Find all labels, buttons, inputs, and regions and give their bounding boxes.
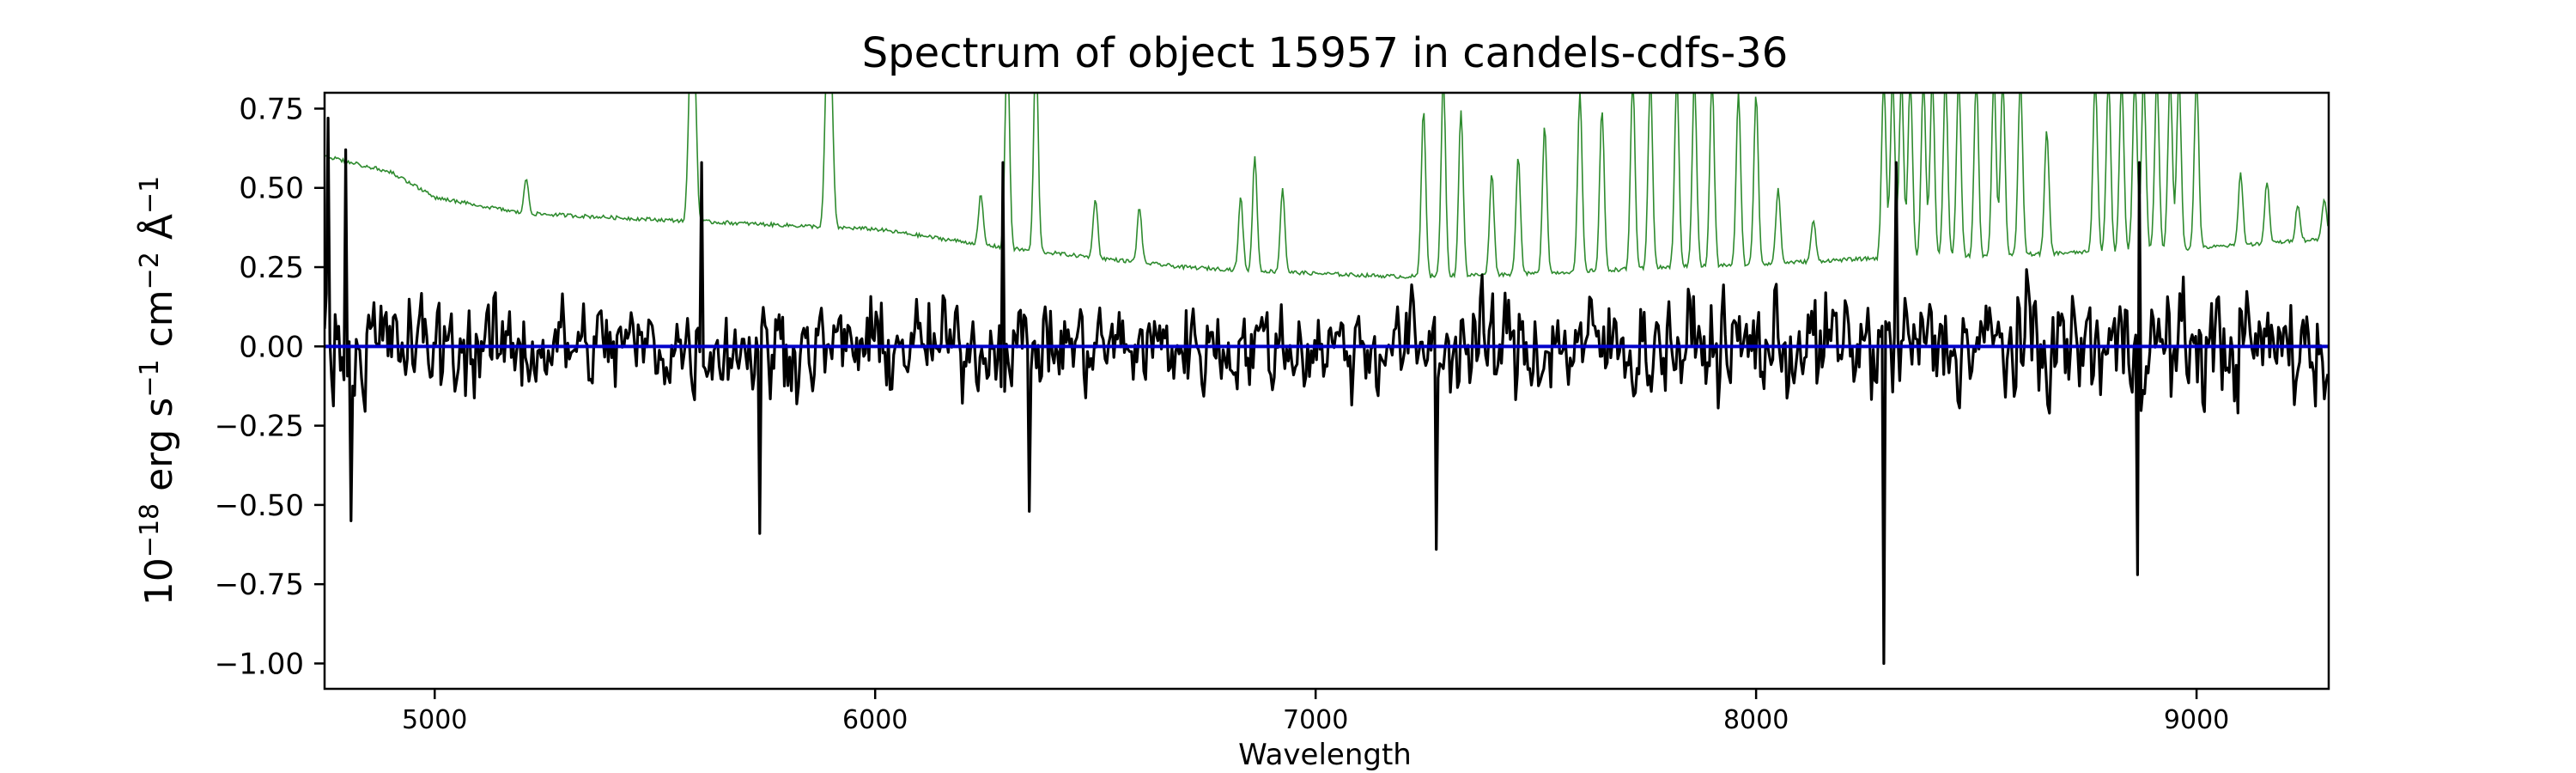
plot-area — [323, 91, 2330, 691]
y-label-exp3: −2 — [135, 252, 165, 289]
x-tick-label: 5000 — [402, 705, 467, 735]
y-label-base: 10 — [137, 557, 181, 606]
y-axis-label: 10−18 erg s−1 cm−2 Å−1 — [135, 176, 181, 606]
y-tick-label: −0.50 — [215, 489, 304, 523]
y-label-cm: cm — [137, 289, 181, 359]
axes-frame — [323, 91, 2330, 691]
y-label-ang: Å — [136, 214, 181, 252]
y-tick-label: −0.75 — [215, 568, 304, 602]
y-label-exp4: −1 — [135, 176, 165, 214]
series-layer — [325, 93, 2329, 666]
y-tick-label: −0.25 — [215, 410, 304, 444]
y-tick-label: 0.75 — [239, 92, 304, 126]
y-tick-label: −1.00 — [215, 647, 304, 681]
y-tick-label: 0.50 — [239, 172, 304, 206]
y-axis: −1.00 −0.75 −0.50 −0.25 0.00 0.25 0.50 0.75 — [215, 92, 325, 681]
error-spectrum-line — [325, 93, 2329, 279]
flux-spectrum-line — [325, 116, 2329, 666]
x-tick-label: 7000 — [1283, 705, 1348, 735]
x-axis-label: Wavelength — [1238, 738, 1412, 772]
y-label-exp2: −1 — [135, 359, 165, 397]
x-tick-label: 9000 — [2164, 705, 2229, 735]
chart-title: Spectrum of object 15957 in candels-cdfs… — [862, 29, 1789, 77]
x-tick-label: 6000 — [842, 705, 908, 735]
x-axis: 5000 6000 7000 8000 9000 — [402, 689, 2229, 735]
y-tick-label: 0.00 — [239, 330, 304, 364]
y-tick-label: 0.25 — [239, 251, 304, 285]
y-label-exp1: −18 — [135, 503, 165, 557]
y-label-erg: erg s — [137, 398, 181, 503]
x-tick-label: 8000 — [1723, 705, 1789, 735]
